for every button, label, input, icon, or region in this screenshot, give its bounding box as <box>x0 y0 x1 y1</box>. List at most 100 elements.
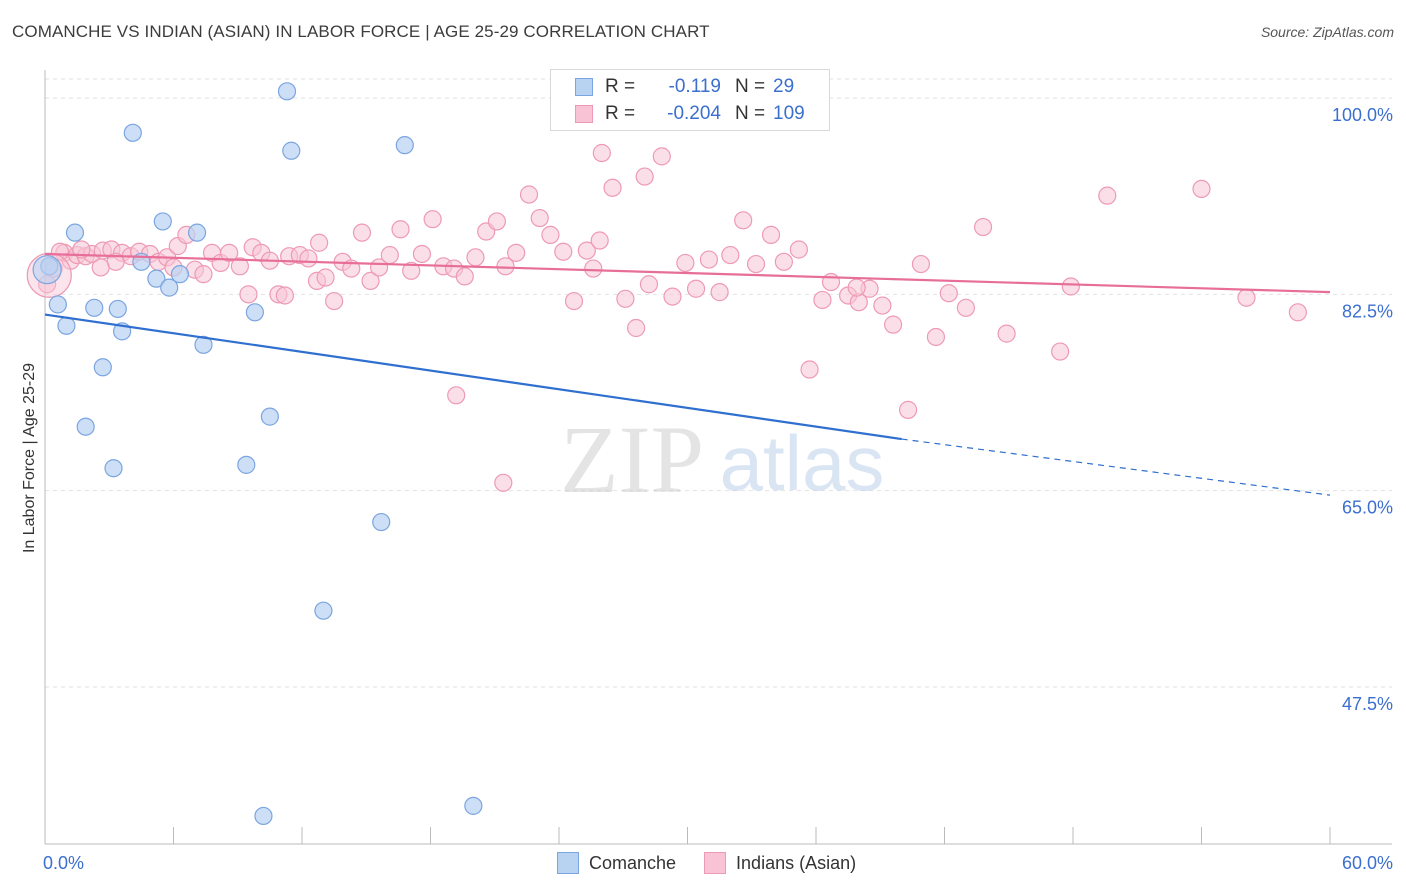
indian-asian-point <box>230 257 249 276</box>
indian-asian-point <box>220 243 239 262</box>
indian-asian-point <box>380 245 399 265</box>
indian-asian-point <box>639 275 659 294</box>
indian-asian-point <box>239 285 258 304</box>
comanche-point <box>187 223 207 242</box>
indian-asian-point <box>789 240 808 259</box>
indian-asian-point <box>507 243 526 262</box>
zipatlas-watermark: ZIP atlas <box>560 406 884 513</box>
indian-asian-point <box>342 259 361 278</box>
indian-asian-point <box>676 253 695 273</box>
indian-asian-point <box>519 185 539 204</box>
indian-asian-point <box>316 268 335 287</box>
indian-asian-point <box>592 143 611 163</box>
indian-asian-point <box>721 245 740 265</box>
r-label: R = <box>605 76 636 97</box>
indian-asian-point <box>1288 303 1307 322</box>
tick-labels: 47.5% 65.0% 82.5% 100.0% 0.0% 60.0% <box>43 105 1393 873</box>
comanche-point <box>314 601 333 620</box>
correlation-legend: R = -0.119 N = 29 R = -0.204 N = 109 <box>550 69 830 131</box>
comanche-point <box>260 407 279 426</box>
indian-asian-point <box>91 258 110 277</box>
indian-asian-point <box>699 250 719 269</box>
comanche-point <box>170 265 190 284</box>
indian-asian-point <box>800 360 819 379</box>
indian-asian-point <box>310 233 329 252</box>
comanche-point <box>395 136 414 155</box>
comanche-point <box>104 459 123 478</box>
comanche-point <box>108 299 127 319</box>
indian-asian-points <box>26 143 1307 492</box>
indian-asian-point <box>997 324 1016 343</box>
indian-asian-point <box>352 223 372 242</box>
watermark-zip: ZIP <box>560 406 704 513</box>
indian-asian-point <box>494 473 513 492</box>
indian-asian-point <box>466 248 485 267</box>
indian-asian-point <box>847 278 866 297</box>
comanche-point <box>277 82 297 101</box>
indian-asian-point <box>774 252 793 271</box>
indian-asian-point <box>939 284 958 303</box>
chart-title: COMANCHE VS INDIAN (ASIAN) IN LABOR FORC… <box>12 22 710 41</box>
indian-asian-point <box>873 296 892 315</box>
comanche-point <box>160 278 179 297</box>
legend-row-comanche: R = -0.119 N = 29 <box>575 75 811 99</box>
comanche-point <box>93 358 112 377</box>
indian-asian-point <box>530 208 549 228</box>
comanche-point <box>194 335 213 354</box>
indian-asian-point <box>898 400 918 419</box>
indian-asian-point <box>603 178 622 197</box>
comanche-point <box>372 512 391 532</box>
indian-asian-point <box>663 287 682 306</box>
y-tick-label: 65.0% <box>1342 498 1393 518</box>
indian-asian-point <box>1192 179 1211 199</box>
indian-asian-point <box>616 289 635 308</box>
indian-asian-point <box>1061 277 1080 296</box>
indian-asian-point <box>911 254 931 274</box>
comanche-point <box>76 417 95 436</box>
indian-asian-point <box>883 315 903 334</box>
y-tick-label: 100.0% <box>1332 105 1393 125</box>
indian-swatch <box>575 105 593 123</box>
indian-asian-point <box>72 240 91 259</box>
indian-asian-point <box>412 244 432 264</box>
r-label: R = <box>605 103 636 124</box>
indian-asian-point <box>361 271 380 290</box>
comanche-trend-line <box>44 313 902 441</box>
indian-asian-point <box>577 241 596 260</box>
comanche-point <box>85 298 104 317</box>
indian-asian-point <box>652 147 671 166</box>
legend-item-indian[interactable]: Indians (Asian) <box>704 852 856 874</box>
indian-asian-point <box>391 220 410 239</box>
indian-asian-point <box>926 327 946 347</box>
indian-asian-point <box>455 267 474 286</box>
indian-asian-point <box>447 386 466 405</box>
gridlines <box>45 78 1392 688</box>
indian-asian-point <box>635 167 654 186</box>
comanche-trend-extension <box>901 438 1331 496</box>
indian-asian-point <box>1051 342 1070 361</box>
indian-asian-point <box>541 225 560 244</box>
legend-item-comanche[interactable]: Comanche <box>557 852 676 874</box>
indian-asian-point <box>710 283 729 302</box>
indian-asian-point <box>1237 288 1256 307</box>
comanche-point <box>153 212 172 231</box>
indian-asian-point <box>423 210 442 229</box>
comanche-point <box>123 123 142 142</box>
x-tick-label-min: 0.0% <box>43 853 84 873</box>
comanche-point <box>48 295 67 314</box>
axes <box>44 70 1392 845</box>
x-tick-label-max: 60.0% <box>1342 853 1393 873</box>
comanche-swatch <box>575 78 593 96</box>
comanche-point <box>282 141 301 160</box>
indian-n-value: 109 <box>773 103 805 124</box>
indian-asian-point <box>402 261 421 280</box>
comanche-point <box>237 455 256 474</box>
legend-row-indian: R = -0.204 N = 109 <box>575 102 811 126</box>
comanche-point <box>57 316 76 335</box>
indian-asian-point <box>194 265 213 284</box>
watermark-atlas: atlas <box>720 419 885 507</box>
indian-asian-point <box>275 286 294 305</box>
trend-lines <box>44 252 1331 496</box>
indian-legend-swatch <box>704 852 727 874</box>
